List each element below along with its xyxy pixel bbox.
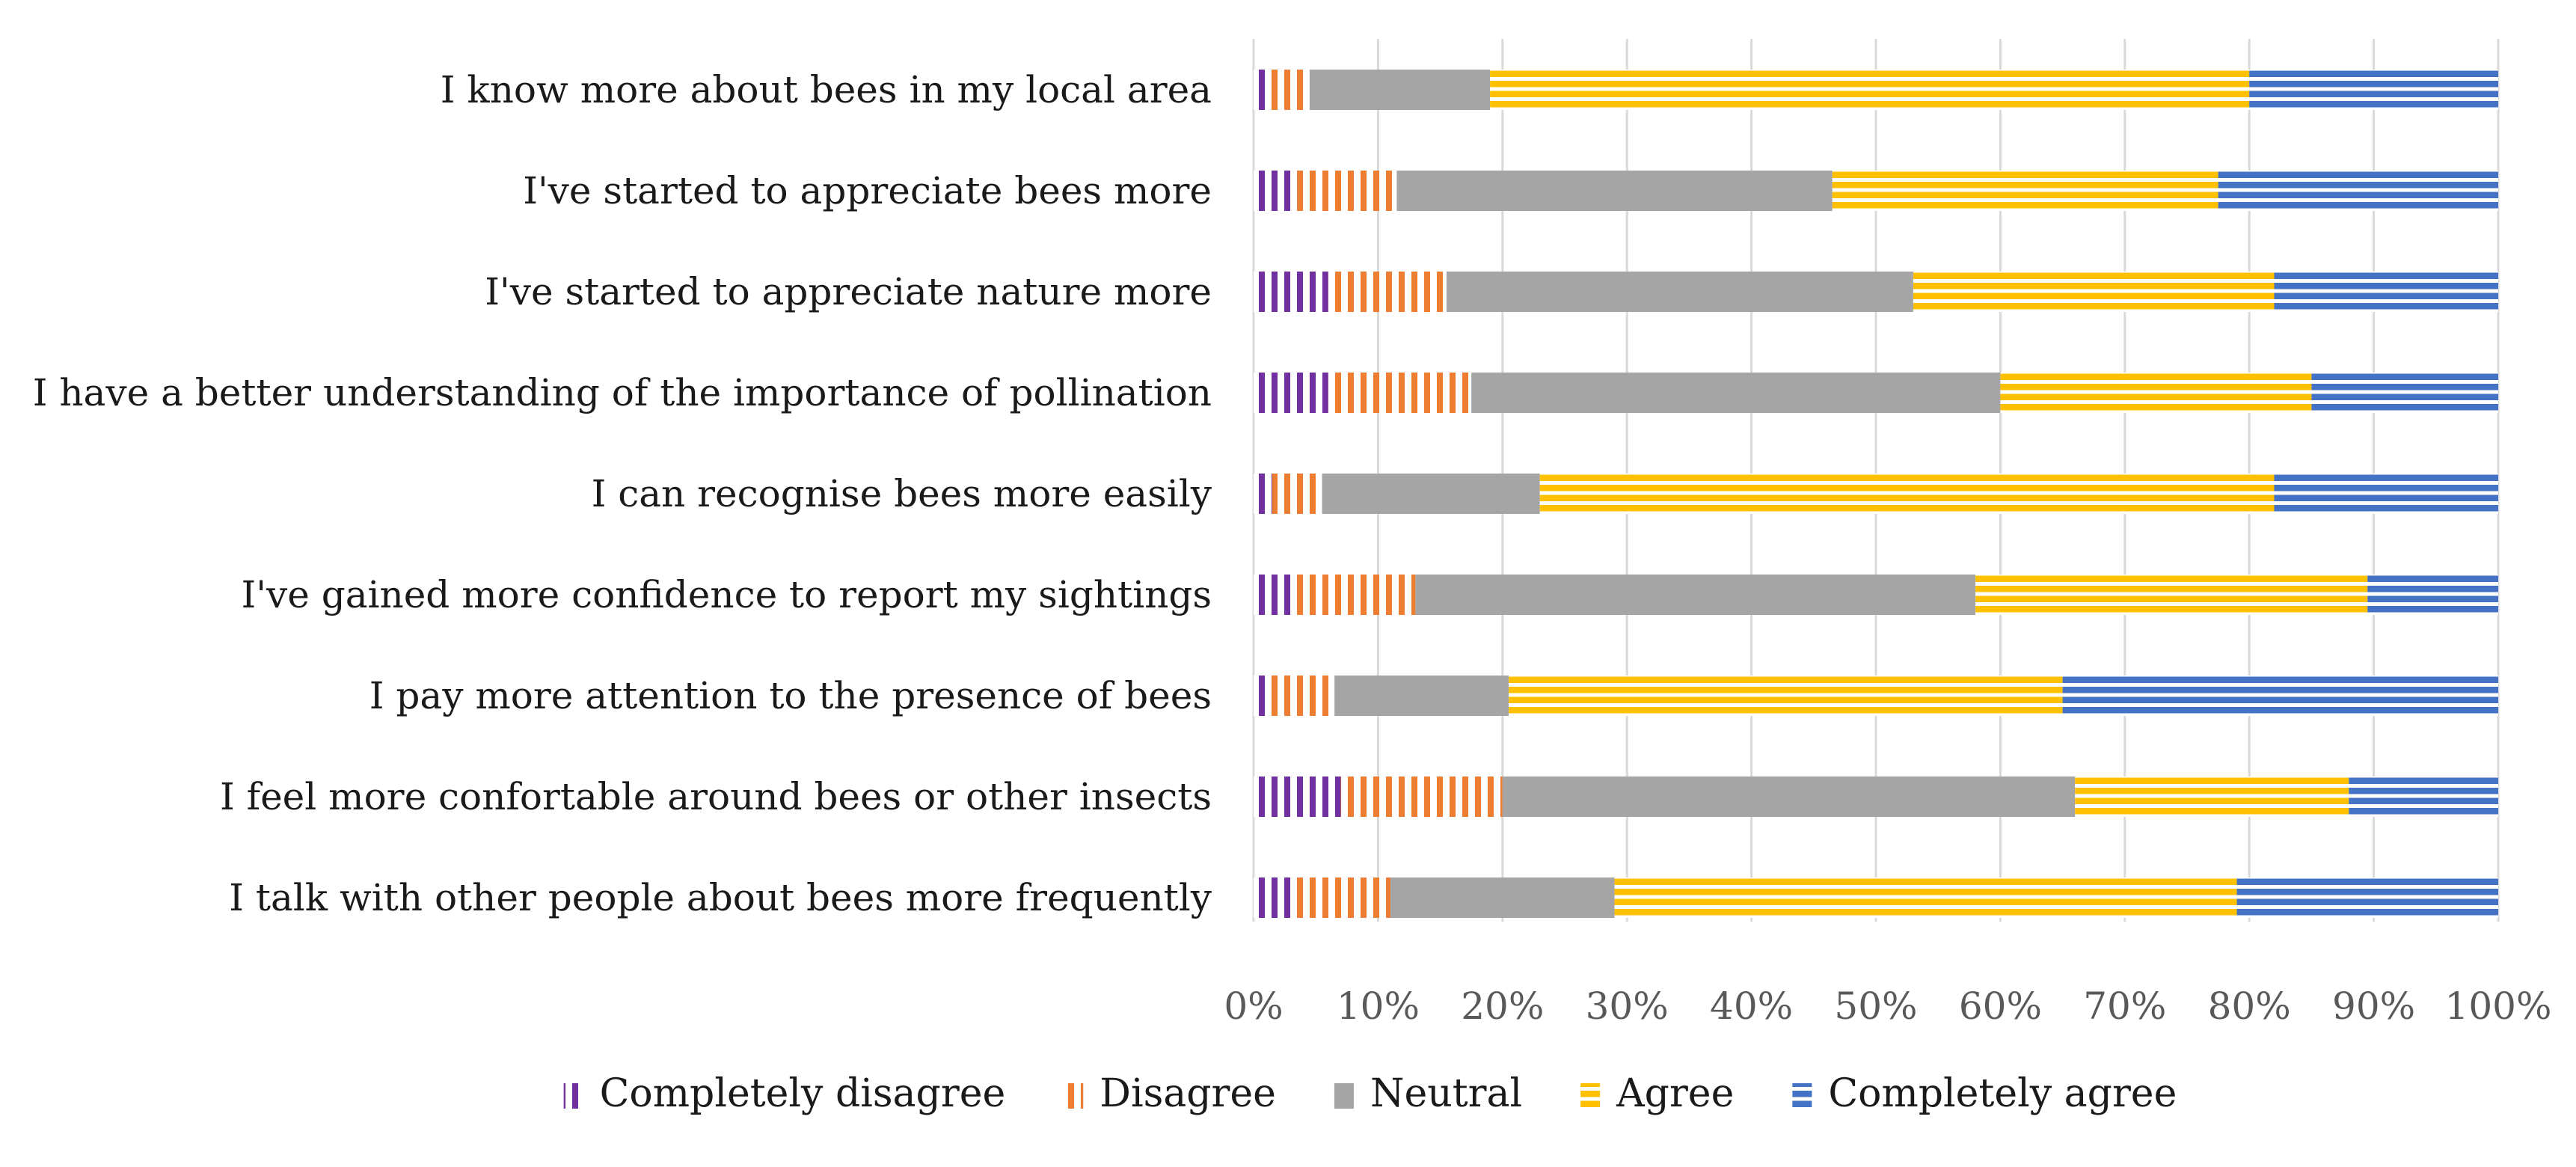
bar-segment-agree-row-9 [1614, 877, 2237, 918]
legend-swatch-completely-agree [1792, 1083, 1812, 1109]
legend-item-completely-agree: Completely agree [1792, 1071, 2177, 1116]
bar-segment-completely-agree-row-7 [2062, 676, 2498, 716]
category-label: I have a better understanding of the imp… [33, 371, 1212, 414]
bar-segment-completely-disagree-row-1 [1254, 70, 1266, 110]
bar-segment-completely-agree-row-9 [2236, 877, 2498, 918]
bar-segment-completely-agree-row-8 [2349, 777, 2498, 817]
bar-segment-neutral-row-9 [1390, 877, 1615, 918]
category-label: I feel more confortable around bees or o… [220, 775, 1212, 818]
x-tick-label: 40% [1710, 984, 1793, 1028]
category-labels: I know more about bees in my local area I… [33, 68, 1212, 919]
legend-item-agree: Agree [1580, 1071, 1734, 1116]
bar-segment-agree-row-1 [1490, 70, 2250, 110]
legend-label: Completely agree [1828, 1071, 2177, 1116]
bar-segment-completely-agree-row-3 [2274, 272, 2498, 312]
bar-segment-agree-row-8 [2075, 777, 2349, 817]
category-label: I've gained more confidence to report my… [241, 573, 1212, 616]
bar-segment-completely-agree-row-1 [2249, 70, 2498, 110]
legend-label: Agree [1616, 1071, 1734, 1116]
bar-segment-neutral-row-7 [1334, 676, 1509, 716]
bar-segment-disagree-row-4 [1328, 373, 1472, 413]
bar-segment-disagree-row-5 [1272, 474, 1322, 514]
bar-segment-disagree-row-6 [1290, 575, 1416, 615]
bar-segment-agree-row-2 [1832, 171, 2218, 211]
bar-segment-disagree-row-9 [1290, 877, 1391, 918]
x-tick-label: 90% [2332, 984, 2415, 1028]
category-label: I know more about bees in my local area [441, 68, 1212, 111]
legend-item-disagree: Disagree [1064, 1071, 1276, 1116]
legend-item-neutral: Neutral [1334, 1071, 1522, 1116]
bar-segment-completely-agree-row-5 [2274, 474, 2498, 514]
category-label: I can recognise bees more easily [592, 472, 1212, 515]
bar-segment-completely-disagree-row-4 [1254, 373, 1328, 413]
x-tick-label: 30% [1586, 984, 1669, 1028]
x-tick-label: 50% [1834, 984, 1917, 1028]
bar-segment-agree-row-6 [1975, 575, 2368, 615]
x-tick-label: 70% [2083, 984, 2166, 1028]
bar-segment-neutral-row-6 [1415, 575, 1976, 615]
bar-segment-completely-agree-row-4 [2311, 373, 2498, 413]
legend-swatch-completely-disagree [563, 1083, 583, 1109]
x-axis-tick-labels: 0% 10% 20% 30% 40% 50% 60% 70% 80% 90% 100% [1224, 984, 2551, 1028]
bar-segment-completely-disagree-row-2 [1254, 171, 1298, 211]
bar-segment-disagree-row-2 [1297, 171, 1397, 211]
x-tick-label: 20% [1461, 984, 1544, 1028]
category-label: I've started to appreciate bees more [523, 169, 1212, 212]
bar-segment-completely-disagree-row-6 [1254, 575, 1291, 615]
category-label: I talk with other people about bees more… [229, 876, 1212, 919]
x-tick-label: 60% [1959, 984, 2042, 1028]
x-tick-label: 0% [1224, 984, 1283, 1028]
bar-segment-agree-row-4 [2000, 373, 2312, 413]
legend-swatch-disagree [1064, 1083, 1084, 1109]
bar-segment-neutral-row-2 [1396, 171, 1833, 211]
bars [1254, 70, 2498, 918]
bar-segment-completely-disagree-row-7 [1254, 676, 1266, 716]
x-tick-label: 10% [1337, 984, 1420, 1028]
bar-segment-disagree-row-1 [1266, 70, 1310, 110]
bar-segment-completely-agree-row-6 [2367, 575, 2498, 615]
bar-segment-agree-row-3 [1913, 272, 2275, 312]
bar-segment-completely-agree-row-2 [2218, 171, 2498, 211]
bar-segment-disagree-row-3 [1328, 272, 1447, 312]
bar-segment-disagree-row-8 [1340, 777, 1503, 817]
x-tick-label: 100% [2445, 984, 2552, 1028]
bar-segment-agree-row-5 [1539, 474, 2275, 514]
bar-segment-completely-disagree-row-9 [1254, 877, 1291, 918]
bar-segment-completely-disagree-row-8 [1254, 777, 1341, 817]
x-tick-label: 80% [2208, 984, 2291, 1028]
bar-segment-neutral-row-3 [1446, 272, 1913, 312]
legend-label: Disagree [1100, 1071, 1276, 1116]
bar-segment-completely-disagree-row-5 [1254, 474, 1272, 514]
bar-segment-agree-row-7 [1509, 676, 2063, 716]
legend: Completely disagree Disagree Neutral Agree C… [563, 1071, 2177, 1116]
category-label: I pay more attention to the presence of … [369, 674, 1212, 717]
legend-label: Completely disagree [600, 1071, 1006, 1116]
legend-swatch-neutral [1334, 1083, 1354, 1109]
category-label: I've started to appreciate nature more [485, 270, 1212, 313]
bar-segment-neutral-row-4 [1471, 373, 2001, 413]
legend-label: Neutral [1370, 1071, 1522, 1116]
bar-segment-disagree-row-7 [1266, 676, 1335, 716]
legend-swatch-agree [1580, 1083, 1601, 1109]
bar-segment-neutral-row-8 [1502, 777, 2076, 817]
legend-item-completely-disagree: Completely disagree [563, 1071, 1006, 1116]
bar-segment-completely-disagree-row-3 [1254, 272, 1328, 312]
bar-segment-neutral-row-1 [1309, 70, 1491, 110]
bar-segment-neutral-row-5 [1322, 474, 1540, 514]
